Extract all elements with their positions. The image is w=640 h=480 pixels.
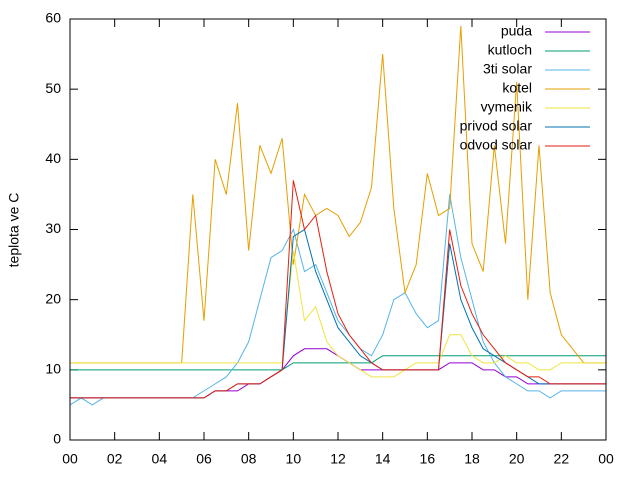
legend-label: odvod solar — [460, 137, 533, 153]
x-tick-label: 08 — [241, 451, 257, 467]
series-line — [70, 355, 606, 371]
y-tick-label: 10 — [45, 361, 61, 377]
legend-label: vymenik — [481, 99, 533, 115]
series-line — [69, 194, 606, 406]
x-tick-label: 02 — [107, 451, 123, 467]
y-tick-label: 60 — [45, 10, 61, 26]
x-tick-label: 22 — [554, 451, 570, 467]
legend-label: kutloch — [488, 42, 532, 58]
plot-border — [69, 18, 607, 441]
series-line — [70, 180, 606, 399]
y-axis-label: teplota ve C — [6, 193, 22, 268]
x-tick-label: 14 — [375, 451, 391, 467]
x-tick-label: 20 — [509, 451, 525, 467]
legend-label: 3ti solar — [483, 61, 532, 77]
legend-label: privod solar — [460, 118, 533, 134]
legend-label: kotel — [502, 80, 532, 96]
series-line — [70, 250, 606, 378]
x-tick-label: 04 — [152, 451, 168, 467]
legend-label: puda — [501, 23, 532, 39]
x-tick-label: 10 — [286, 451, 302, 467]
y-tick-label: 50 — [45, 80, 61, 96]
y-tick-label: 40 — [45, 150, 61, 166]
x-tick-label: 16 — [420, 451, 436, 467]
x-tick-label: 00 — [598, 451, 614, 467]
x-tick-label: 06 — [196, 451, 212, 467]
y-tick-label: 0 — [53, 431, 61, 447]
x-tick-label: 18 — [464, 451, 480, 467]
x-tick-label: 00 — [62, 451, 78, 467]
x-tick-label: 12 — [330, 451, 346, 467]
y-tick-label: 20 — [45, 290, 61, 306]
y-tick-label: 30 — [45, 220, 61, 236]
